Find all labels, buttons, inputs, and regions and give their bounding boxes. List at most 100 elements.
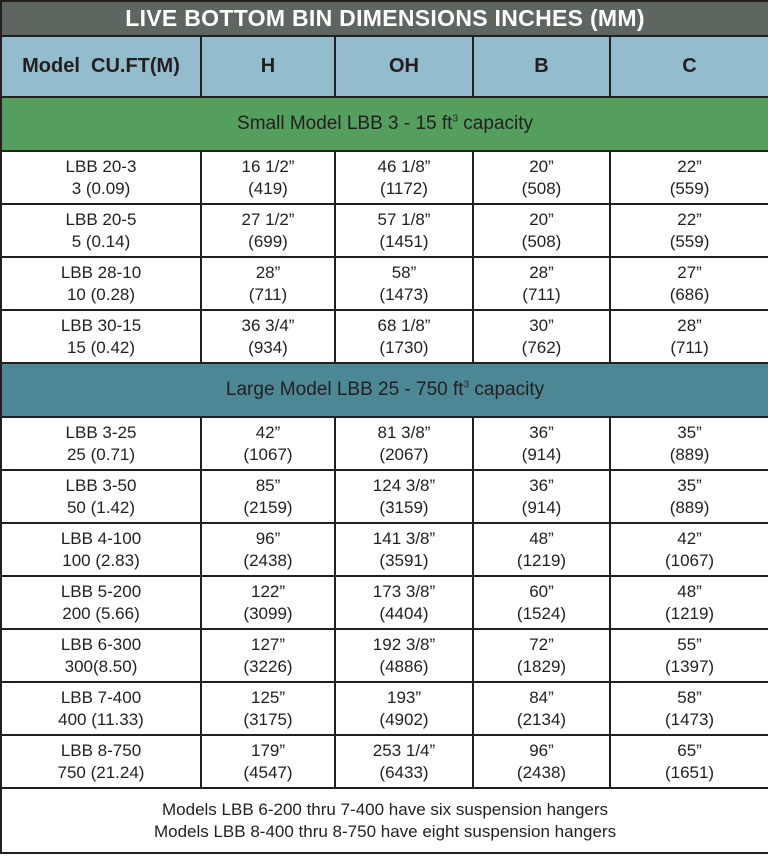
cell-line-primary: 85”	[255, 475, 281, 495]
cell-model: LBB 6-300 300(8.50)	[0, 628, 202, 683]
cell-line-secondary: (1829)	[516, 656, 567, 676]
cell-line-secondary: (889)	[669, 444, 710, 464]
cell-line-primary: 179”	[250, 740, 286, 760]
cell-line-primary: 42”	[677, 528, 702, 548]
cell-line-primary: 68 1/8”	[377, 315, 431, 335]
cell-line-secondary: (559)	[669, 178, 710, 198]
cell-line-secondary: (419)	[248, 178, 288, 198]
cell-h: 36 3/4” (934)	[200, 309, 336, 364]
cell-line-primary: 122”	[250, 581, 286, 601]
header-row: Model CU.FT(M) H OH B C	[0, 35, 768, 98]
table-row: LBB 30-15 15 (0.42) 36 3/4” (934) 68 1/8” (17…	[0, 309, 768, 364]
cell-line-secondary: (762)	[521, 337, 562, 357]
footnote: Models LBB 8-400 thru 8-750 have eight s…	[153, 821, 617, 841]
cell-line-primary: 193”	[386, 687, 422, 707]
cell-b: 36” (914)	[472, 416, 611, 471]
table-row: LBB 6-300 300(8.50) 127” (3226) 192 3/8” (488…	[0, 628, 768, 683]
table-row: LBB 5-200 200 (5.66) 122” (3099) 173 3/8” (44…	[0, 575, 768, 630]
cell-line-secondary: (1651)	[664, 762, 715, 782]
cell-line-primary: 141 3/8”	[372, 528, 436, 548]
cell-line-secondary: (1067)	[243, 444, 293, 464]
cell-b: 96” (2438)	[472, 734, 611, 789]
cell-c: 28” (711)	[608, 309, 768, 364]
cell-line-secondary: (2159)	[243, 497, 293, 517]
cell-line-primary: 173 3/8”	[372, 581, 436, 601]
cell-line-secondary: (699)	[248, 231, 288, 251]
cell-line-secondary: (1730)	[379, 337, 429, 357]
cell-line-primary: LBB 30-15	[60, 315, 142, 335]
cell-c: 22” (559)	[608, 203, 768, 258]
cell-oh: 173 3/8” (4404)	[334, 575, 474, 630]
cell-model: LBB 8-750 750 (21.24)	[0, 734, 202, 789]
footnote: Models LBB 6-200 thru 7-400 have six sus…	[162, 799, 609, 819]
section-label-text: Small Model LBB 3 - 15 ft	[237, 113, 453, 134]
cell-b: 28” (711)	[472, 256, 611, 311]
cell-h: 127” (3226)	[200, 628, 336, 683]
cell-oh: 124 3/8” (3159)	[334, 469, 474, 524]
cell-line-primary: 27 1/2”	[241, 209, 295, 229]
cell-line-secondary: (711)	[670, 337, 709, 357]
cell-model: LBB 4-100 100 (2.83)	[0, 522, 202, 577]
cell-line-secondary: (508)	[521, 178, 562, 198]
cell-line-secondary: (1397)	[664, 656, 715, 676]
table-row: LBB 20-5 5 (0.14) 27 1/2” (699) 57 1/8” (1451…	[0, 203, 768, 258]
small-model-section-header: Small Model LBB 3 - 15 ft3 capacity	[0, 96, 768, 152]
footnotes: Models LBB 6-200 thru 7-400 have six sus…	[0, 787, 768, 854]
cell-line-primary: 65”	[677, 740, 702, 760]
cell-h: 85” (2159)	[200, 469, 336, 524]
cell-line-primary: 55”	[677, 634, 702, 654]
cell-c: 55” (1397)	[608, 628, 768, 683]
cell-line-primary: 124 3/8”	[372, 475, 436, 495]
cell-line-secondary: 100 (2.83)	[62, 550, 140, 570]
cell-line-primary: 84”	[529, 687, 554, 707]
cell-line-secondary: 15 (0.42)	[66, 337, 136, 357]
cell-c: 22” (559)	[608, 150, 768, 205]
cell-line-secondary: (1473)	[664, 709, 715, 729]
cell-line-secondary: (3226)	[243, 656, 293, 676]
cell-line-secondary: (711)	[522, 284, 561, 304]
cell-line-secondary: (6433)	[379, 762, 429, 782]
cell-h: 96” (2438)	[200, 522, 336, 577]
cell-line-primary: 28”	[255, 262, 281, 282]
cell-b: 20” (508)	[472, 150, 611, 205]
cell-line-primary: 58”	[677, 687, 702, 707]
cell-line-primary: 36 3/4”	[241, 315, 295, 335]
cell-line-secondary: (686)	[669, 284, 710, 304]
cell-c: 35” (889)	[608, 469, 768, 524]
table-row: LBB 4-100 100 (2.83) 96” (2438) 141 3/8” (359…	[0, 522, 768, 577]
cell-h: 122” (3099)	[200, 575, 336, 630]
cell-line-primary: 27”	[677, 262, 702, 282]
cell-b: 60” (1524)	[472, 575, 611, 630]
cell-line-secondary: 3 (0.09)	[71, 178, 131, 198]
cell-line-secondary: (2438)	[243, 550, 293, 570]
cell-line-secondary: (1219)	[664, 603, 715, 623]
table-row: LBB 20-3 3 (0.09) 16 1/2” (419) 46 1/8” (1172…	[0, 150, 768, 205]
cell-h: 27 1/2” (699)	[200, 203, 336, 258]
cell-oh: 68 1/8” (1730)	[334, 309, 474, 364]
cell-line-primary: 30”	[529, 315, 554, 335]
cell-line-secondary: (914)	[521, 497, 562, 517]
cell-line-primary: 35”	[677, 422, 702, 442]
cell-line-secondary: (1219)	[516, 550, 567, 570]
cell-line-secondary: (4547)	[243, 762, 293, 782]
cell-line-secondary: (4902)	[379, 709, 429, 729]
large-model-section-header: Large Model LBB 25 - 750 ft3 capacity	[0, 362, 768, 418]
cell-b: 36” (914)	[472, 469, 611, 524]
cell-line-primary: 35”	[677, 475, 702, 495]
table-row: LBB 28-10 10 (0.28) 28” (711) 58” (1473) 28” (7…	[0, 256, 768, 311]
section-label: Large Model LBB 25 - 750 ft3 capacity	[0, 362, 768, 418]
section-label-suffix: capacity	[458, 113, 534, 134]
cell-line-primary: 36”	[529, 422, 554, 442]
cell-line-primary: 46 1/8”	[377, 156, 431, 176]
cell-oh: 192 3/8” (4886)	[334, 628, 474, 683]
cell-line-secondary: 5 (0.14)	[71, 231, 131, 251]
cell-line-primary: 22”	[677, 156, 702, 176]
cell-line-secondary: (2067)	[379, 444, 429, 464]
cell-line-secondary: (2134)	[516, 709, 567, 729]
cell-line-secondary: (914)	[521, 444, 562, 464]
col-header-c: C	[608, 35, 768, 98]
cell-b: 20” (508)	[472, 203, 611, 258]
cell-model: LBB 20-3 3 (0.09)	[0, 150, 202, 205]
col-header-h: H	[200, 35, 336, 98]
cell-line-secondary: (3159)	[379, 497, 429, 517]
